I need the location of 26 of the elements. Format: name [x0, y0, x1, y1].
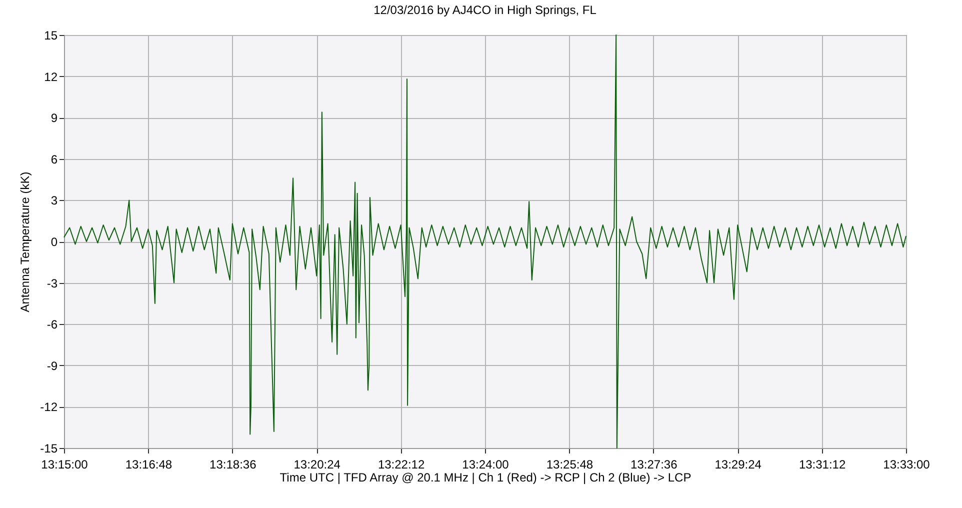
- y-tick-label: 15: [44, 28, 58, 42]
- line-series: [64, 34, 906, 448]
- x-tick-label: 13:31:12: [798, 458, 846, 472]
- x-tick-label: 13:33:00: [883, 458, 930, 472]
- y-tick-label: -3: [46, 276, 58, 290]
- y-tick-label: 9: [50, 111, 58, 126]
- chart-title: 12/03/2016 by AJ4CO in High Springs, FL: [374, 3, 597, 17]
- x-tick-label: 13:25:48: [546, 458, 594, 472]
- y-tick-label: -12: [40, 400, 58, 414]
- y-tick-label: -9: [46, 358, 58, 373]
- x-tick-label: 13:29:24: [714, 458, 762, 472]
- x-tick-label: 13:18:36: [210, 458, 257, 472]
- y-tick-label: 0: [50, 235, 58, 249]
- y-tick-label: 12: [44, 70, 58, 84]
- y-axis-title: Antenna Temperature (kK): [18, 172, 32, 312]
- x-tick-label: 13:22:12: [378, 458, 425, 472]
- x-tick-label: 13:27:36: [630, 458, 678, 472]
- y-tick-label: -15: [40, 442, 58, 456]
- x-tick-label: 13:24:00: [462, 458, 510, 472]
- y-tick-label: 6: [50, 152, 58, 166]
- x-tick-label: 13:15:00: [41, 458, 88, 472]
- x-tick-label: 13:16:48: [125, 458, 172, 472]
- x-tick-label: 13:20:24: [294, 458, 341, 472]
- x-axis-title: Time UTC | TFD Array @ 20.1 MHz | Ch 1 (Red) -> RCP | Ch 2 (Blue) -> LCP: [280, 470, 692, 484]
- y-tick-label: -6: [46, 318, 58, 332]
- y-tick-label: 3: [50, 194, 58, 208]
